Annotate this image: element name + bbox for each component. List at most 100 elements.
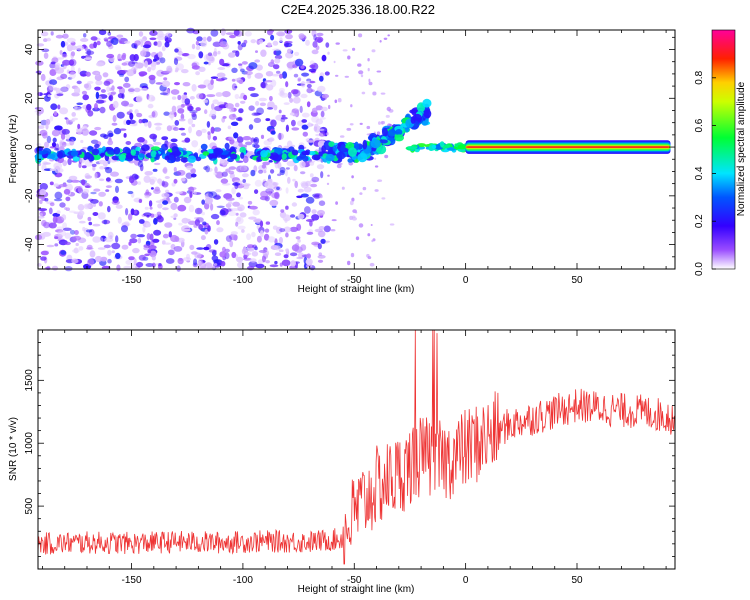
heatmap-noise-blob bbox=[231, 78, 236, 82]
heatmap-noise-blob bbox=[65, 84, 71, 90]
heatmap-noise-blob bbox=[111, 250, 116, 254]
heatmap-noise-blob bbox=[320, 110, 325, 118]
heatmap-noise-blob bbox=[311, 107, 318, 114]
heatmap-noise-blob bbox=[254, 189, 259, 195]
heatmap-noise-blob bbox=[306, 87, 313, 94]
heatmap-noise-blob bbox=[301, 119, 308, 123]
heatmap-noise-blob bbox=[178, 127, 185, 131]
heatmap-noise-blob bbox=[191, 140, 199, 148]
heatmap-noise-blob bbox=[142, 44, 151, 49]
heatmap-noise-blob bbox=[70, 179, 80, 183]
heatmap-noise-blob bbox=[244, 252, 252, 256]
heatmap-noise-blob bbox=[231, 187, 236, 195]
heatmap-noise-blob bbox=[39, 199, 43, 205]
heatmap-noise-blob bbox=[163, 77, 168, 81]
heatmap-noise-blob bbox=[306, 101, 311, 108]
heatmap-noise-blob bbox=[85, 204, 94, 209]
heatmap-noise-blob bbox=[196, 36, 203, 42]
heatmap-noise-blob bbox=[198, 66, 206, 73]
heatmap-noise-blob bbox=[253, 112, 262, 116]
heatmap-noise-blob bbox=[367, 256, 372, 260]
heatmap-noise-blob bbox=[291, 89, 299, 95]
heatmap-noise-blob bbox=[216, 72, 226, 78]
heatmap-branch-blob bbox=[336, 151, 346, 160]
heatmap-noise-blob bbox=[144, 60, 149, 68]
heatmap-noise-blob bbox=[255, 100, 260, 106]
heatmap-noise-blob bbox=[151, 111, 156, 118]
heatmap-noise-blob bbox=[170, 138, 178, 143]
heatmap-noise-blob bbox=[162, 207, 169, 211]
heatmap-noise-blob bbox=[346, 127, 352, 131]
heatmap-noise-blob bbox=[188, 126, 192, 134]
heatmap-noise-blob bbox=[108, 132, 114, 137]
heatmap-noise-blob bbox=[136, 234, 145, 238]
heatmap-noise-blob bbox=[318, 200, 326, 206]
colorbar-tick-label: 0.4 bbox=[694, 166, 705, 180]
heatmap-noise-blob bbox=[104, 237, 114, 243]
x-tick-label: 50 bbox=[571, 575, 583, 586]
heatmap-band-blob bbox=[202, 151, 210, 156]
heatmap-noise-blob bbox=[39, 188, 47, 196]
heatmap-band-blob bbox=[269, 152, 279, 161]
heatmap-noise-blob bbox=[265, 260, 270, 264]
heatmap-noise-blob bbox=[46, 135, 52, 144]
heatmap-noise-blob bbox=[81, 90, 88, 95]
heatmap-noise-blob bbox=[50, 61, 56, 65]
heatmap-noise-blob bbox=[347, 55, 351, 60]
heatmap-noise-blob bbox=[48, 207, 53, 215]
heatmap-noise-blob bbox=[285, 248, 289, 252]
heatmap-noise-blob bbox=[244, 70, 253, 76]
heatmap-noise-blob bbox=[173, 58, 179, 65]
heatmap-noise-blob bbox=[147, 103, 154, 109]
heatmap-branch-blob bbox=[410, 116, 416, 124]
heatmap-noise-blob bbox=[195, 107, 201, 112]
heatmap-noise-blob bbox=[305, 196, 315, 204]
heatmap-noise-blob bbox=[168, 113, 175, 119]
heatmap-noise-blob bbox=[55, 34, 64, 39]
heatmap-noise-blob bbox=[239, 165, 248, 172]
heatmap-noise-blob bbox=[66, 44, 73, 52]
heatmap-noise-blob bbox=[184, 98, 191, 105]
heatmap-noise-blob bbox=[147, 66, 152, 73]
heatmap-noise-blob bbox=[155, 82, 163, 85]
heatmap-noise-blob bbox=[290, 214, 296, 218]
heatmap-noise-blob bbox=[260, 190, 269, 198]
heatmap-noise-blob bbox=[77, 204, 85, 211]
heatmap-noise-blob bbox=[253, 138, 258, 142]
heatmap-noise-blob bbox=[123, 265, 133, 269]
heatmap-noise-blob bbox=[355, 236, 360, 241]
heatmap-noise-blob bbox=[116, 34, 124, 38]
heatmap-noise-blob bbox=[121, 225, 128, 233]
heatmap-noise-blob bbox=[156, 211, 162, 216]
heatmap-noise-blob bbox=[378, 121, 381, 125]
heatmap-noise-blob bbox=[54, 165, 61, 174]
heatmap-noise-blob bbox=[110, 91, 117, 95]
heatmap-band-blob bbox=[239, 146, 247, 154]
heatmap-noise-blob bbox=[72, 235, 82, 241]
heatmap-noise-blob bbox=[123, 221, 130, 225]
heatmap-noise-blob bbox=[266, 107, 274, 110]
heatmap-noise-blob bbox=[52, 137, 57, 143]
heatmap-noise-blob bbox=[166, 141, 172, 148]
heatmap-noise-blob bbox=[316, 32, 324, 37]
heatmap-noise-blob bbox=[376, 131, 381, 136]
heatmap-noise-blob bbox=[283, 254, 289, 259]
heatmap-noise-blob bbox=[238, 108, 244, 114]
heatmap-noise-blob bbox=[191, 43, 196, 50]
heatmap-noise-blob bbox=[278, 87, 285, 93]
heatmap-noise-blob bbox=[360, 74, 364, 78]
heatmap-band-blob bbox=[207, 148, 215, 154]
heatmap-noise-blob bbox=[301, 72, 310, 77]
heatmap-noise-blob bbox=[247, 86, 256, 91]
heatmap-noise-blob bbox=[91, 163, 97, 167]
heatmap-noise-blob bbox=[317, 230, 326, 238]
heatmap-noise-blob bbox=[296, 256, 304, 260]
heatmap-noise-blob bbox=[237, 225, 246, 230]
heatmap-noise-blob bbox=[259, 220, 264, 228]
heatmap-noise-blob bbox=[324, 71, 330, 76]
heatmap-noise-blob bbox=[131, 66, 137, 72]
heatmap-noise-blob bbox=[71, 112, 76, 117]
heatmap-noise-blob bbox=[164, 222, 173, 228]
heatmap-noise-blob bbox=[49, 79, 58, 86]
heatmap-noise-blob bbox=[216, 227, 224, 233]
